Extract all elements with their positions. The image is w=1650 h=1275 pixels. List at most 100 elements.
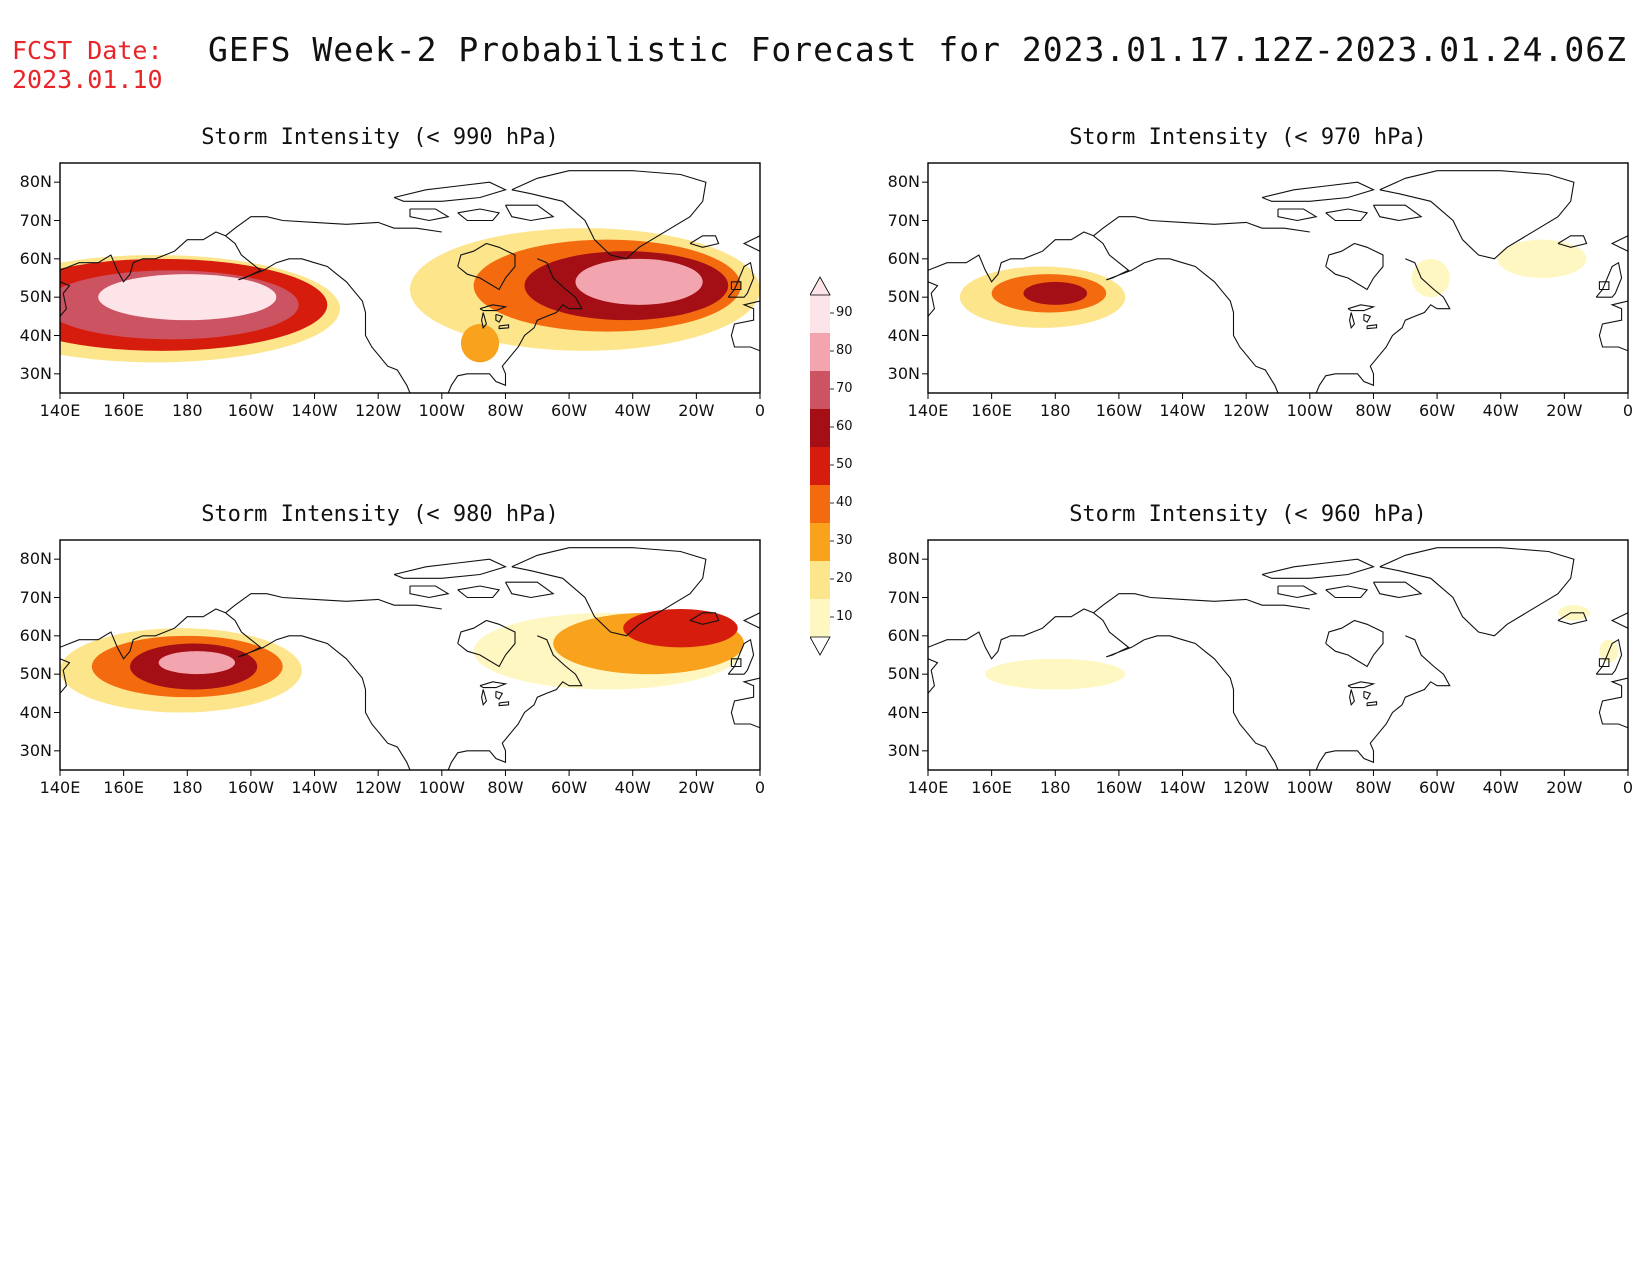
- arctic-island: [1261, 181, 1376, 202]
- lon-label: 100W: [1286, 401, 1333, 420]
- great-lake: [1363, 313, 1372, 323]
- map-frame: [927, 162, 1629, 394]
- coastline: [928, 658, 939, 694]
- lat-label: 30N: [19, 363, 52, 383]
- lon-label: 40W: [614, 778, 651, 797]
- lat-label: 80N: [887, 172, 920, 192]
- coastline: [928, 608, 1094, 660]
- lon-label: 180: [171, 778, 203, 797]
- lon-label: 160W: [1095, 401, 1143, 420]
- colorbar-top-arrow: [809, 276, 831, 296]
- arctic-island: [409, 208, 450, 222]
- coastline: [225, 216, 442, 237]
- lon-label: 60W: [1418, 401, 1456, 420]
- arctic-island: [505, 581, 555, 599]
- lat-label: 40N: [887, 702, 920, 722]
- lat-label: 50N: [19, 287, 52, 307]
- colorbar-label: 10: [836, 609, 853, 624]
- lon-label: 80W: [487, 778, 524, 797]
- coastline: [730, 658, 742, 668]
- probability-region: [1411, 258, 1450, 298]
- coastline: [457, 619, 516, 668]
- colorbar-label: 30: [836, 533, 853, 548]
- coastline: [511, 547, 707, 637]
- lat-label: 70N: [19, 587, 52, 607]
- lon-label: 20W: [678, 401, 715, 420]
- coastline: [60, 658, 71, 694]
- lon-label: 20W: [678, 778, 715, 797]
- lon-label: 0: [1622, 778, 1634, 797]
- panel-title: Storm Intensity (< 970 hPa): [1069, 125, 1427, 150]
- lon-label: 80W: [1355, 778, 1392, 797]
- coastline: [225, 593, 442, 614]
- coastline: [1093, 593, 1310, 614]
- great-lake: [1363, 690, 1372, 700]
- lon-label: 60W: [550, 401, 588, 420]
- arctic-island: [457, 585, 501, 599]
- coastline: [742, 235, 760, 252]
- lon-label: 160E: [103, 401, 144, 420]
- lat-label: 70N: [887, 210, 920, 230]
- panel-990hpa: Storm Intensity (< 990 hPa) 80N 70N 60N 50N…: [0, 125, 765, 420]
- great-lake: [1349, 689, 1356, 707]
- probability-region: [575, 258, 703, 305]
- lat-label: 30N: [887, 740, 920, 760]
- colorbar-label: 80: [836, 343, 853, 358]
- lon-label: 140W: [291, 401, 338, 420]
- probability-region: [158, 651, 235, 675]
- coastline: [1598, 677, 1628, 729]
- panel-960hpa: Storm Intensity (< 960 hPa) 80N 70N 60N 50N…: [868, 502, 1633, 797]
- great-lake: [479, 681, 508, 689]
- coastline: [60, 281, 71, 317]
- colorbar-label: 90: [836, 305, 853, 320]
- coastline: [730, 281, 742, 291]
- forecast-date-value: 2023.01.10: [12, 65, 163, 94]
- probability-region: [98, 274, 277, 321]
- lat-label: 60N: [887, 248, 920, 268]
- coastlines: [60, 547, 760, 770]
- page-title: GEFS Week-2 Probabilistic Forecast for 2…: [208, 30, 1628, 69]
- coastline: [1598, 658, 1610, 668]
- lon-label: 80W: [487, 401, 524, 420]
- lon-label: 0: [1622, 401, 1634, 420]
- colorbar-swatches: [809, 276, 834, 656]
- great-lake: [481, 312, 488, 330]
- probability-region: [1497, 239, 1587, 278]
- great-lake: [495, 690, 504, 700]
- lat-label: 60N: [19, 248, 52, 268]
- great-lake: [1366, 324, 1378, 330]
- panel-970hpa: Storm Intensity (< 970 hPa) 80N 70N 60N 50N…: [868, 125, 1633, 420]
- lon-label: 100W: [1286, 778, 1333, 797]
- coastline: [511, 170, 707, 260]
- colorbar-label: 70: [836, 381, 853, 396]
- coastline: [1598, 281, 1610, 291]
- coastline: [1325, 242, 1384, 291]
- arctic-island: [393, 181, 508, 202]
- colorbar-swatch: [810, 485, 830, 523]
- arctic-island: [1325, 585, 1369, 599]
- arctic-island: [409, 585, 450, 599]
- lon-label: 140E: [907, 778, 949, 797]
- coastline: [1379, 170, 1575, 260]
- lat-label: 80N: [19, 172, 52, 192]
- arctic-island: [1373, 581, 1423, 599]
- coastline: [689, 612, 720, 625]
- colorbar-label: 60: [836, 419, 853, 434]
- coastlines: [928, 547, 1628, 770]
- lon-label: 160E: [103, 778, 144, 797]
- lon-label: 40W: [1482, 778, 1519, 797]
- lon-label: 40W: [1482, 401, 1519, 420]
- lon-label: 60W: [1418, 778, 1456, 797]
- lon-label: 40W: [614, 401, 651, 420]
- great-lake: [1347, 681, 1376, 689]
- lat-label: 50N: [887, 287, 920, 307]
- coastline: [1093, 235, 1279, 393]
- forecast-date-label: FCST Date:: [12, 36, 163, 65]
- lon-label: 160W: [1095, 778, 1143, 797]
- lon-label: 160W: [227, 401, 275, 420]
- great-lake: [498, 324, 510, 330]
- panel-title: Storm Intensity (< 990 hPa): [201, 125, 559, 150]
- lat-label: 30N: [887, 363, 920, 383]
- probability-colorbar: 90 80 70 60 50 40 30 20 10: [809, 275, 870, 685]
- coastline: [928, 281, 939, 317]
